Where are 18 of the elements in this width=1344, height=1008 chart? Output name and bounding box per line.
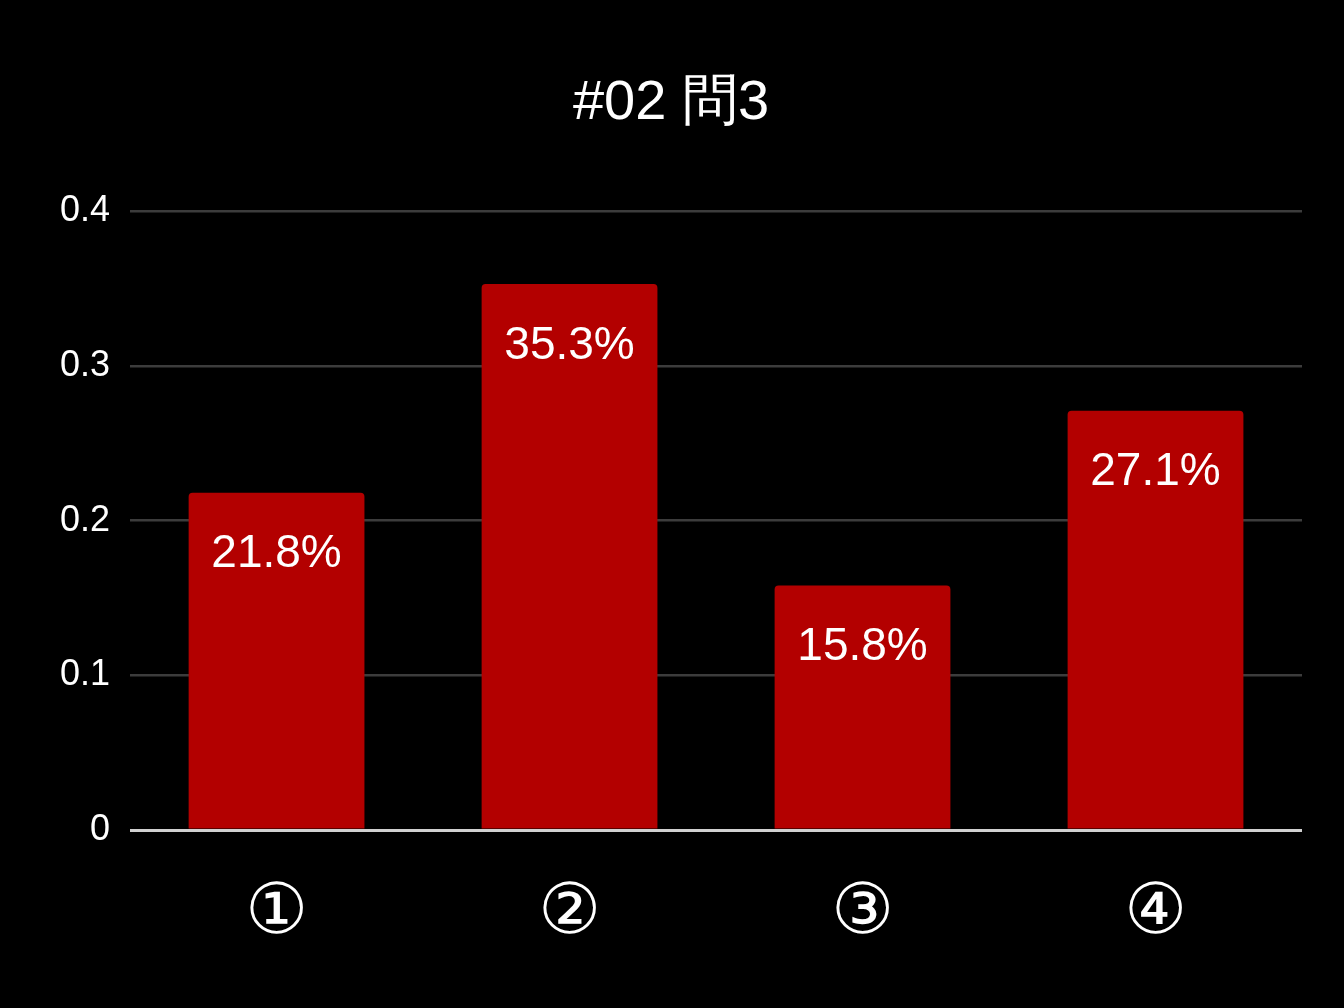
y-tick-label: 0 xyxy=(90,806,111,848)
bar xyxy=(774,585,951,829)
y-tick-label: 0.1 xyxy=(60,652,111,694)
bar xyxy=(1067,410,1244,829)
chart-title: #02 問3 xyxy=(572,68,770,132)
data-label: 15.8% xyxy=(797,618,928,671)
x-tick-label: ④ xyxy=(1124,868,1187,951)
data-label: 21.8% xyxy=(211,525,342,578)
y-tick-label: 0.4 xyxy=(60,188,111,230)
x-tick-label: ③ xyxy=(831,868,894,951)
data-label: 27.1% xyxy=(1090,443,1221,496)
data-label: 35.3% xyxy=(504,316,635,369)
y-tick-label: 0.3 xyxy=(60,342,111,384)
y-tick-label: 0.2 xyxy=(60,497,111,539)
x-tick-label: ① xyxy=(245,868,308,951)
bar xyxy=(481,283,658,829)
bar xyxy=(188,492,365,829)
x-tick-label: ② xyxy=(538,868,601,951)
